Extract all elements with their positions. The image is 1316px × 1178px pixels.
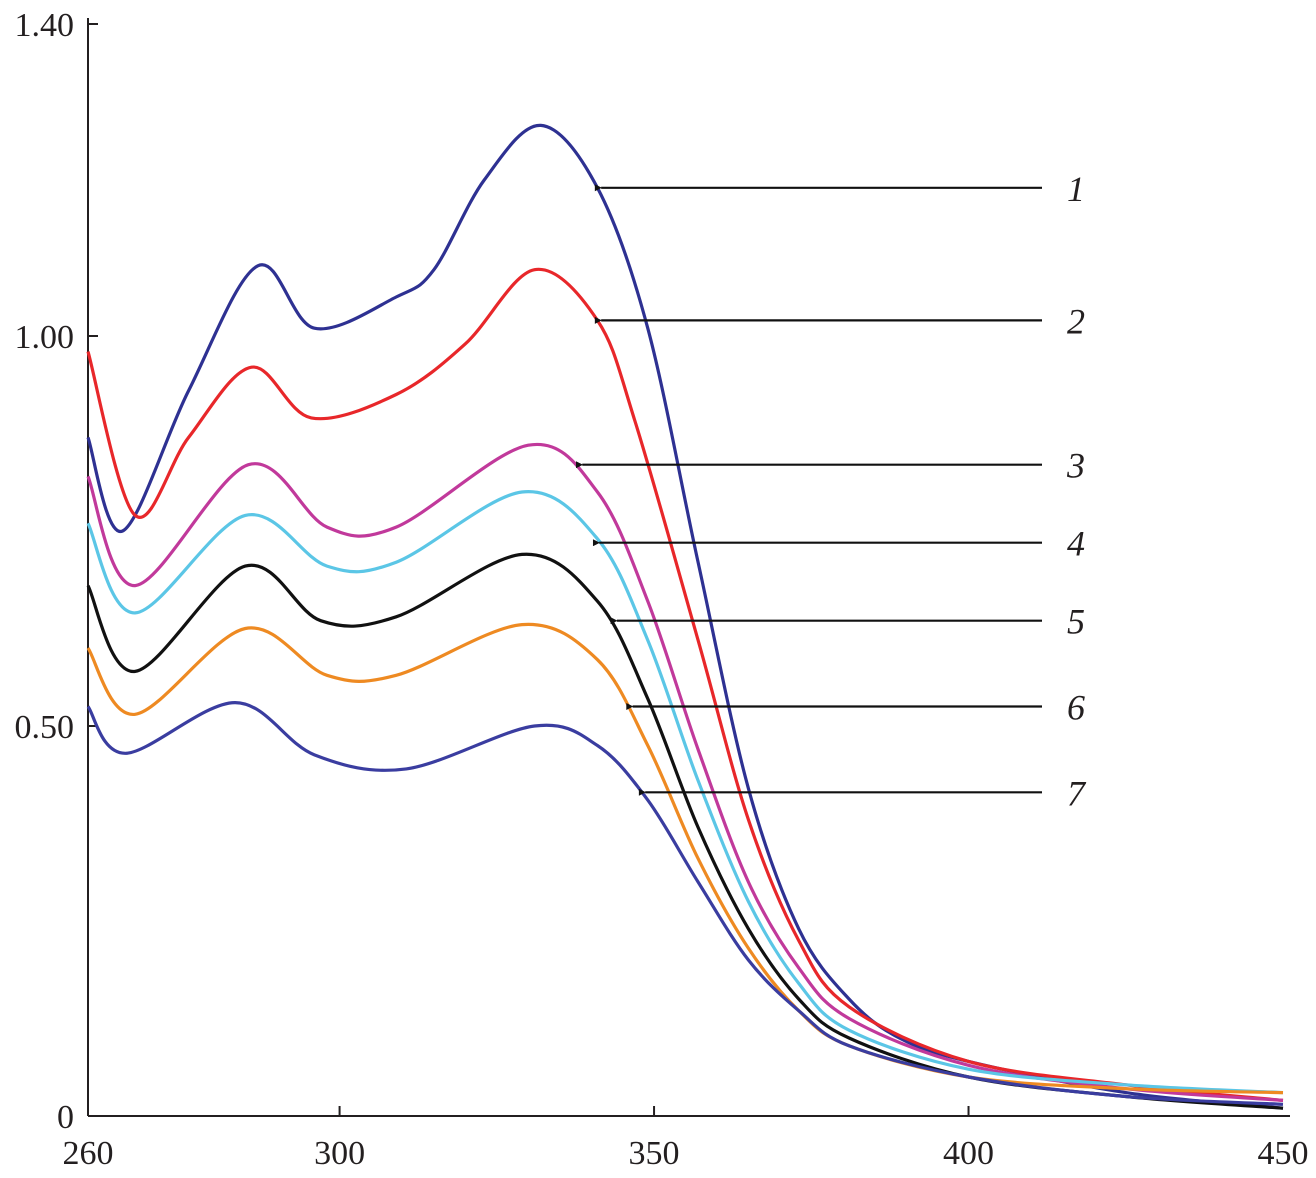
- x-tick-label: 400: [943, 1135, 994, 1172]
- y-tick-label: 0: [57, 1099, 74, 1136]
- series-line-3: [86, 442, 1284, 1102]
- series-line-7: [86, 700, 1284, 1106]
- curve-label-6: 6: [1067, 688, 1085, 728]
- x-tick-label: 260: [63, 1135, 114, 1172]
- series-line-4: [86, 490, 1284, 1095]
- curve-label-1: 1: [1067, 169, 1085, 209]
- x-tick-label: 300: [314, 1135, 365, 1172]
- series-line-1: [86, 123, 1284, 1110]
- curve-label-2: 2: [1067, 301, 1085, 341]
- x-tick-label: 350: [629, 1135, 680, 1172]
- y-tick-label: 1.00: [15, 319, 75, 356]
- curve-label-7: 7: [1067, 773, 1087, 813]
- x-tick-label: 450: [1258, 1135, 1309, 1172]
- y-tick-label: 1.40: [15, 7, 75, 44]
- y-tick-label: 0.50: [15, 709, 75, 746]
- curve-label-4: 4: [1067, 524, 1085, 564]
- axes: 0 0.50 1.00 1.40 260 300 350 400 450: [15, 7, 1309, 1172]
- series-line-2: [86, 267, 1284, 1102]
- curve-label-5: 5: [1067, 602, 1085, 642]
- curve-label-3: 3: [1066, 446, 1085, 486]
- curves: [86, 123, 1284, 1110]
- curve-annotations: 1 2 3 4 5 6 7: [575, 169, 1087, 813]
